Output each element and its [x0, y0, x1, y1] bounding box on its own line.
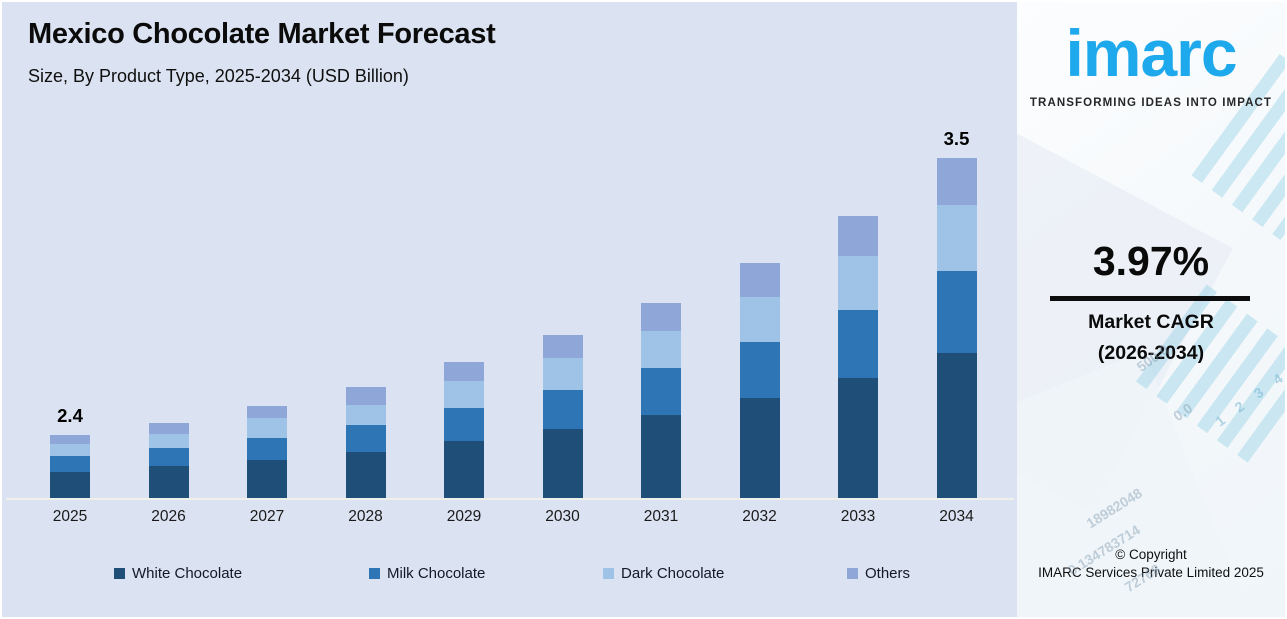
copyright-line2: IMARC Services Private Limited 2025 [1038, 565, 1264, 580]
bar-segment-milk-chocolate [838, 310, 878, 378]
x-tick-label-2033: 2033 [840, 508, 876, 525]
bar-segment-dark-chocolate [345, 405, 386, 425]
cagr-divider [1050, 296, 1250, 301]
bar-segment-dark-chocolate [838, 256, 878, 310]
legend-item-milk-chocolate: Milk Chocolate [369, 565, 485, 582]
cagr-label-line1: Market CAGR [1088, 311, 1214, 333]
bar-segment-others [247, 406, 287, 418]
bar-segment-milk-chocolate [247, 438, 287, 460]
x-tick-label-2027: 2027 [249, 508, 285, 525]
x-axis-line [6, 498, 1014, 500]
legend-swatch-icon [369, 568, 380, 579]
imarc-logo-text: imarc [1065, 16, 1237, 90]
bar-2025 [50, 435, 90, 498]
bar-segment-others [444, 362, 484, 381]
x-tick-label-2025: 2025 [52, 508, 88, 525]
bar-2026 [148, 423, 189, 498]
brand-panel: imarc TRANSFORMING IDEAS INTO IMPACT 3.9… [1017, 2, 1285, 617]
cagr-label-line2: (2026-2034) [1097, 342, 1205, 364]
legend-swatch-icon [114, 568, 125, 579]
bar-segment-white-chocolate [936, 353, 977, 498]
copyright-line1: © Copyright [1115, 547, 1187, 562]
bar-segment-others [50, 435, 90, 444]
bar-segment-white-chocolate [345, 452, 386, 498]
bar-segment-milk-chocolate [739, 342, 780, 398]
bar-segment-dark-chocolate [444, 381, 484, 408]
bar-segment-dark-chocolate [641, 331, 681, 368]
legend-label: Others [865, 565, 911, 582]
bar-2034 [936, 158, 977, 498]
bar-segment-white-chocolate [542, 429, 583, 498]
x-tick-label-2026: 2026 [151, 508, 186, 525]
bar-value-label-2025: 2.4 [57, 405, 83, 426]
chart-subtitle: Size, By Product Type, 2025-2034 (USD Bi… [28, 66, 409, 86]
bar-2029 [444, 362, 484, 498]
bar-value-label-2034: 3.5 [943, 128, 970, 149]
stacked-bar-plot: 2.4 2025 2026 2027 2028 2029 2030 2031 2032 2033 3… [2, 2, 1017, 617]
x-tick-label-2031: 2031 [643, 508, 679, 525]
bar-segment-others [148, 423, 189, 434]
bar-segment-milk-chocolate [936, 271, 977, 353]
legend-swatch-icon [603, 568, 614, 579]
bar-segment-milk-chocolate [641, 368, 681, 415]
bar-segment-milk-chocolate [345, 425, 386, 452]
bar-segment-white-chocolate [50, 472, 90, 498]
x-tick-label-2029: 2029 [446, 508, 482, 525]
imarc-logo-tagline: TRANSFORMING IDEAS INTO IMPACT [1029, 96, 1273, 109]
bar-segment-white-chocolate [148, 466, 189, 498]
legend-item-white-chocolate: White Chocolate [114, 565, 242, 582]
bar-segment-white-chocolate [838, 378, 878, 498]
bar-segment-others [739, 263, 780, 297]
imarc-logo: imarc TRANSFORMING IDEAS INTO IMPACT [1017, 12, 1285, 109]
watermark-number: 1 2 3 4 [1212, 366, 1285, 430]
bar-2031 [641, 303, 681, 498]
bar-2032 [739, 263, 780, 498]
bar-segment-milk-chocolate [50, 456, 90, 472]
bar-segment-others [542, 335, 583, 358]
watermark-number: 0.0 [1170, 399, 1196, 425]
bar-segment-dark-chocolate [50, 444, 90, 456]
legend-label: White Chocolate [132, 565, 243, 582]
bar-segment-milk-chocolate [444, 408, 484, 441]
bar-segment-dark-chocolate [542, 358, 583, 390]
bar-segment-white-chocolate [641, 415, 681, 498]
legend-label: Milk Chocolate [387, 565, 486, 582]
bar-segment-dark-chocolate [936, 205, 977, 271]
x-tick-label-2030: 2030 [545, 508, 580, 525]
bar-2027 [247, 406, 287, 498]
legend-item-dark-chocolate: Dark Chocolate [603, 565, 724, 582]
bar-2028 [345, 387, 386, 498]
bar-2030 [542, 335, 583, 498]
bar-segment-milk-chocolate [542, 390, 583, 429]
chart-title: Mexico Chocolate Market Forecast [28, 18, 496, 50]
bar-segment-dark-chocolate [148, 434, 189, 448]
cagr-value: 3.97% [1092, 238, 1210, 284]
legend-swatch-icon [847, 568, 858, 579]
bar-segment-others [936, 158, 977, 205]
x-tick-label-2034: 2034 [939, 508, 974, 525]
bar-segment-others [641, 303, 681, 331]
x-tick-label-2028: 2028 [348, 508, 383, 525]
bar-segment-milk-chocolate [148, 448, 189, 466]
legend-item-others: Others [847, 565, 910, 582]
bar-segment-white-chocolate [739, 398, 780, 498]
legend-label: Dark Chocolate [621, 565, 725, 582]
chart-panel: Mexico Chocolate Market Forecast Size, B… [2, 2, 1017, 617]
bar-segment-white-chocolate [444, 441, 484, 498]
bar-segment-others [345, 387, 386, 405]
x-tick-label-2032: 2032 [742, 508, 777, 525]
bar-2033 [838, 216, 878, 498]
bar-segment-dark-chocolate [739, 297, 780, 342]
bar-segment-dark-chocolate [247, 418, 287, 438]
bar-segment-white-chocolate [247, 460, 287, 498]
bar-segment-others [838, 216, 878, 256]
